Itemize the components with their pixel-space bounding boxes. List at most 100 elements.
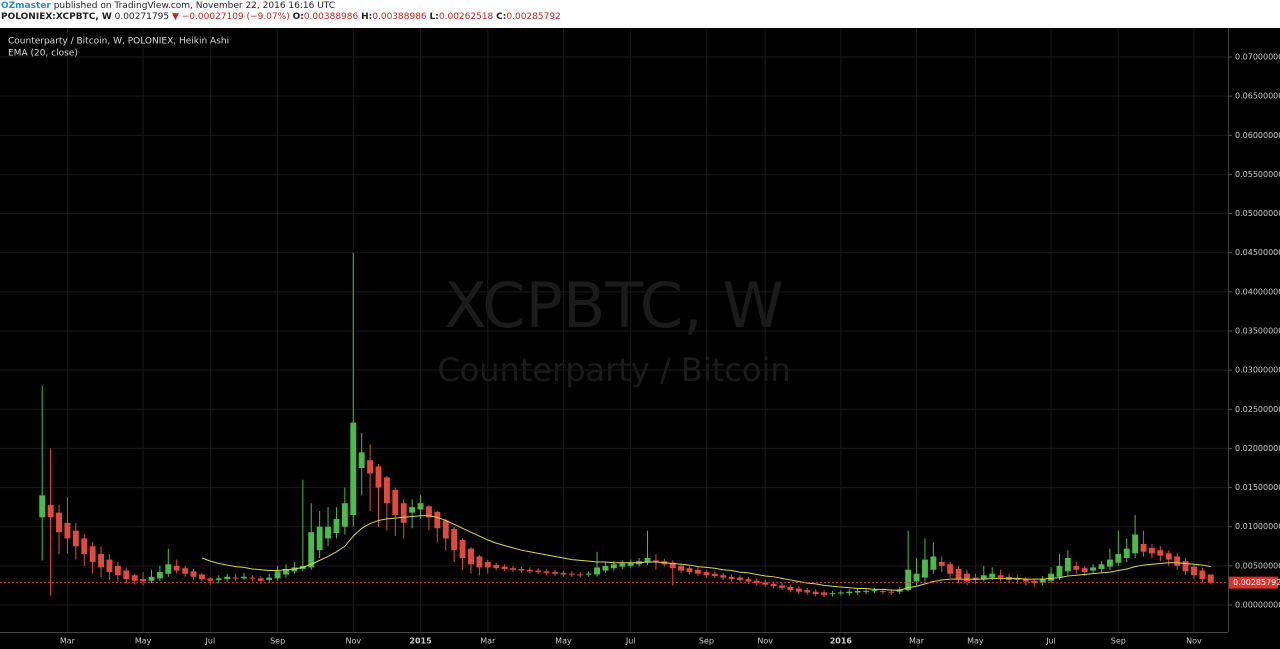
candle-body [442,520,449,539]
symbol: POLONIEX:XCPBTC, W [1,12,112,22]
o-label: O: [292,12,304,22]
candle-body [501,566,508,569]
candle-body [64,522,71,539]
candle-body [552,572,558,574]
candle-body [964,573,970,582]
candle-body [669,562,676,569]
price-label-bg [1229,576,1278,589]
candle-body [1106,559,1113,567]
last: 0.00271795 [114,12,170,22]
candle-body [274,571,281,579]
candle-body [1123,548,1130,559]
candle-body [1048,573,1055,581]
x-tick-label: Jul [1045,637,1056,646]
candle-body [484,561,491,568]
candle-body [417,503,424,510]
candle-body [745,579,752,582]
candle-body [493,565,500,569]
legend-ema: EMA (20, close) [8,49,78,59]
candle-body [1132,534,1139,554]
candle-body [1149,547,1155,554]
candle-body [938,561,945,566]
c-label: C: [496,12,507,22]
candle-body [383,477,390,504]
candle-body [1064,558,1071,572]
x-tick-label: Sep [1111,637,1126,646]
candle-body [905,569,912,591]
candle-body [400,503,407,523]
chart: XCPBTC, W Counterparty / Bitcoin 0.00000… [0,28,1280,649]
candle-body [804,590,811,593]
candle-body [610,564,617,569]
candle-body [879,590,886,592]
candle-body [308,532,315,568]
candle-body [182,568,189,574]
candle-body [89,546,96,562]
x-tick-label: Nov [1186,637,1202,646]
candle-body [333,518,340,533]
candle-body [1014,578,1021,580]
y-tick-label: 0.06000000 [1235,131,1280,140]
candle-body [81,538,88,555]
change: −0.00027109 (−9.07%) [181,12,290,22]
candle-body [762,582,769,585]
candle-body [1157,550,1164,556]
candle-body [753,580,760,584]
candle-body [1182,561,1189,572]
candle-body [224,576,231,580]
candle-body [863,590,870,592]
candle-body [392,489,399,515]
x-tick-label: 2015 [409,637,432,646]
candle-body [468,548,474,565]
ema-line [201,515,1211,591]
candle-body [1207,574,1214,583]
candle-body [266,577,273,580]
x-tick-label: Sep [270,637,285,646]
candle-body [316,526,323,551]
candle-body [156,572,163,579]
candle-body [695,569,701,574]
candle-body [543,571,550,573]
y-tick-label: 0.03500000 [1235,327,1280,336]
x-tick-label: Mar [60,637,76,646]
watermark: XCPBTC, W [444,269,783,342]
candle-body [568,573,575,575]
candle-body [678,565,685,571]
candle-body [686,568,693,573]
author[interactable]: OZmaster [1,1,51,11]
candle-body [980,575,987,580]
candle-body [249,577,256,579]
y-tick-label: 0.03000000 [1235,366,1280,375]
x-tick-label: Nov [757,637,773,646]
candle-body [1056,565,1063,577]
candle-body [207,578,214,581]
y-tick-label: 0.04500000 [1235,248,1280,257]
candle-body [1165,553,1172,560]
y-tick-label: 0.05000000 [1235,209,1280,218]
x-tick-label: May [967,637,984,646]
candle-body [947,564,954,574]
y-tick-label: 0.07000000 [1235,53,1280,62]
header-line: OZmaster published on TradingView.com, N… [1,1,1280,12]
y-tick-label: 0.02000000 [1235,444,1280,453]
candle-body [459,540,466,559]
candle-body [577,574,584,576]
candle-body [829,593,836,595]
candle-body [232,577,239,579]
candle-body [1073,565,1080,570]
candle-body [283,568,289,575]
candle-body [1090,567,1097,571]
x-tick-label: Jul [625,637,636,646]
candle-body [837,592,844,594]
candle-body [1098,564,1105,569]
candle-body [148,576,155,581]
candle-body [1039,579,1046,583]
candle-body [703,572,710,576]
x-tick-label: Nov [345,637,361,646]
background [0,28,1280,649]
candle-body [812,591,819,595]
candle-body [720,575,727,578]
candle-body [375,466,382,488]
published: published on TradingView.com, November 2… [53,1,336,11]
